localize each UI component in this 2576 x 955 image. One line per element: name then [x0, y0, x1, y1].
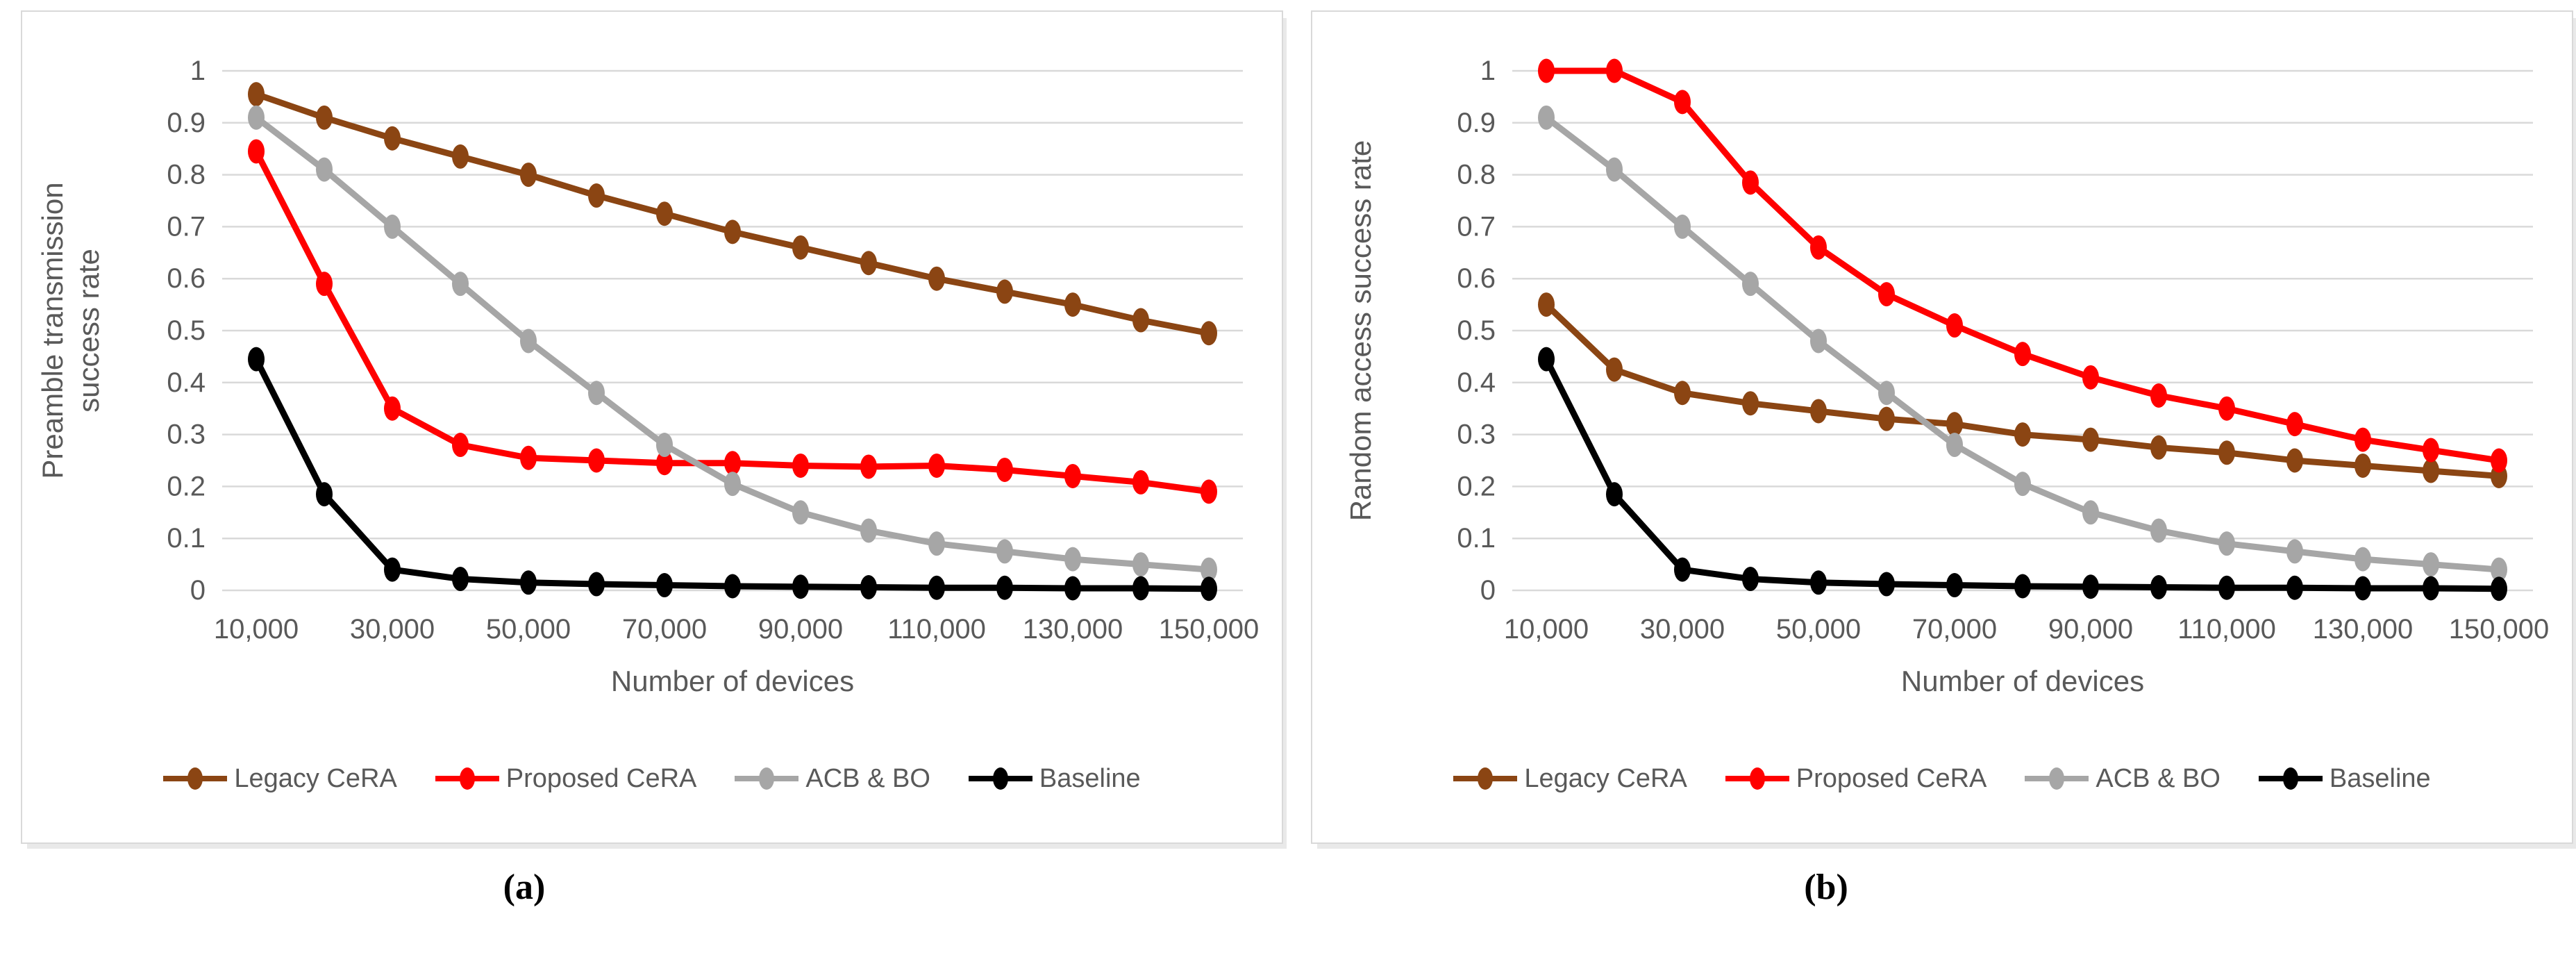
- x-axis-title: Number of devices: [1901, 665, 2144, 697]
- legend-label: Baseline: [1039, 763, 1141, 793]
- x-tick-label: 30,000: [350, 614, 435, 645]
- legend-label: Baseline: [2329, 763, 2431, 793]
- legend-label: Legacy CeRA: [234, 763, 397, 793]
- y-tick-label: 0.2: [167, 471, 206, 501]
- legend-marker-proposed-cera-icon: [435, 767, 499, 790]
- series-markers-acb-bo: [248, 105, 1217, 582]
- legend-marker-baseline-icon: [2258, 767, 2323, 790]
- x-tick-label: 70,000: [622, 614, 707, 645]
- y-tick-label: 0: [1480, 575, 1496, 606]
- series-markers-acb-bo: [1538, 105, 2507, 582]
- x-tick-label: 130,000: [2313, 614, 2414, 645]
- x-tick-label: 110,000: [887, 614, 986, 645]
- x-tick-label: 130,000: [1023, 614, 1123, 645]
- legend-marker-proposed-cera-icon: [1725, 767, 1789, 790]
- series-line-legacy-cera: [253, 91, 1212, 337]
- legend-b: Legacy CeRA Proposed CeRA ACB & BO Baseline: [1312, 756, 2572, 801]
- legend-item-proposed-cera: Proposed CeRA: [1725, 764, 1987, 794]
- legend-marker-legacy-cera-icon: [1453, 767, 1518, 790]
- caption-a: (a): [503, 867, 546, 907]
- y-tick-label: 0.8: [167, 160, 206, 190]
- series-line-proposed-cera: [253, 148, 1212, 495]
- y-tick-label: 0.5: [1457, 315, 1496, 346]
- y-axis-title: Preamble transmission: [36, 182, 69, 479]
- x-axis-title: Number of devices: [611, 665, 854, 697]
- x-tick-label: 90,000: [2048, 614, 2133, 645]
- series-markers-legacy-cera: [1538, 292, 2507, 488]
- legend-marker-legacy-cera-icon: [163, 767, 228, 790]
- y-tick-label: 0.2: [1457, 471, 1496, 501]
- x-tick-label: 150,000: [1159, 614, 1260, 645]
- legend-item-legacy-cera: Legacy CeRA: [1453, 764, 1687, 794]
- x-tick-label: 90,000: [758, 614, 843, 645]
- y-tick-label: 0.5: [167, 315, 206, 346]
- series-markers-proposed-cera: [248, 139, 1217, 504]
- legend-label: Proposed CeRA: [1796, 763, 1987, 793]
- y-tick-label: 1: [1480, 56, 1496, 86]
- y-axis-title: Random access success rate: [1344, 140, 1377, 522]
- chart-panel-a: 0 0.1 0.2 0.3 0.4 0.5 0.6 0.7 0.8 0.9 1 10,000 30,00…: [21, 10, 1283, 844]
- x-tick-label: 30,000: [1640, 614, 1725, 645]
- y-tick-label: 0.7: [167, 211, 206, 242]
- legend-label: Proposed CeRA: [505, 763, 697, 793]
- legend-marker-acb-bo-icon: [735, 767, 799, 790]
- legend-label: Legacy CeRA: [1524, 763, 1687, 793]
- gridlines: [222, 69, 1243, 592]
- legend-item-acb-bo: ACB & BO: [735, 764, 930, 794]
- legend-a: Legacy CeRA Proposed CeRA ACB & BO Baseline: [22, 756, 1282, 801]
- legend-item-legacy-cera: Legacy CeRA: [163, 763, 397, 794]
- y-tick-label: 0: [190, 575, 206, 606]
- y-tick-label: 0.1: [1457, 523, 1496, 554]
- y-tick-label: 0.4: [1457, 367, 1496, 398]
- series-markers-proposed-cera: [1538, 58, 2507, 473]
- x-tick-label: 150,000: [2449, 614, 2550, 645]
- y-tick-label: 0.6: [1457, 263, 1496, 294]
- series-markers-baseline: [248, 347, 1217, 601]
- x-tick-label: 110,000: [2177, 614, 2276, 645]
- chart-panel-b: 0 0.1 0.2 0.3 0.4 0.5 0.6 0.7 0.8 0.9 1 10,000 30,00…: [1311, 10, 2573, 844]
- legend-label: ACB & BO: [805, 763, 930, 793]
- y-tick-label: 0.4: [167, 367, 206, 398]
- y-tick-label: 0.9: [1457, 108, 1496, 138]
- y-axis-title: success rate: [72, 249, 105, 413]
- y-tick-label: 0.1: [167, 523, 206, 554]
- series-line-proposed-cera: [1543, 67, 2502, 464]
- x-tick-label: 50,000: [486, 614, 571, 645]
- y-tick-label: 0.8: [1457, 160, 1496, 190]
- legend-item-proposed-cera: Proposed CeRA: [435, 763, 697, 794]
- legend-item-baseline: Baseline: [2258, 763, 2431, 794]
- legend-item-acb-bo: ACB & BO: [2025, 764, 2220, 794]
- x-tick-label: 50,000: [1776, 614, 1861, 645]
- x-tick-label: 10,000: [214, 614, 299, 645]
- y-tick-label: 0.3: [1457, 420, 1496, 450]
- x-tick-label: 10,000: [1504, 614, 1589, 645]
- caption-b: (b): [1804, 867, 1848, 907]
- series-line-acb-bo: [253, 114, 1212, 573]
- series-markers-legacy-cera: [248, 82, 1217, 346]
- y-tick-label: 1: [190, 56, 206, 86]
- y-tick-label: 0.7: [1457, 211, 1496, 242]
- legend-item-baseline: Baseline: [968, 763, 1141, 794]
- y-tick-label: 0.6: [167, 263, 206, 294]
- legend-marker-baseline-icon: [968, 767, 1032, 790]
- y-tick-label: 0.3: [167, 420, 206, 450]
- series-markers-baseline: [1538, 347, 2507, 601]
- y-tick-label: 0.9: [167, 108, 206, 138]
- legend-marker-acb-bo-icon: [2025, 767, 2089, 790]
- legend-label: ACB & BO: [2096, 763, 2220, 793]
- x-tick-label: 70,000: [1912, 614, 1997, 645]
- gridlines: [1512, 69, 2533, 592]
